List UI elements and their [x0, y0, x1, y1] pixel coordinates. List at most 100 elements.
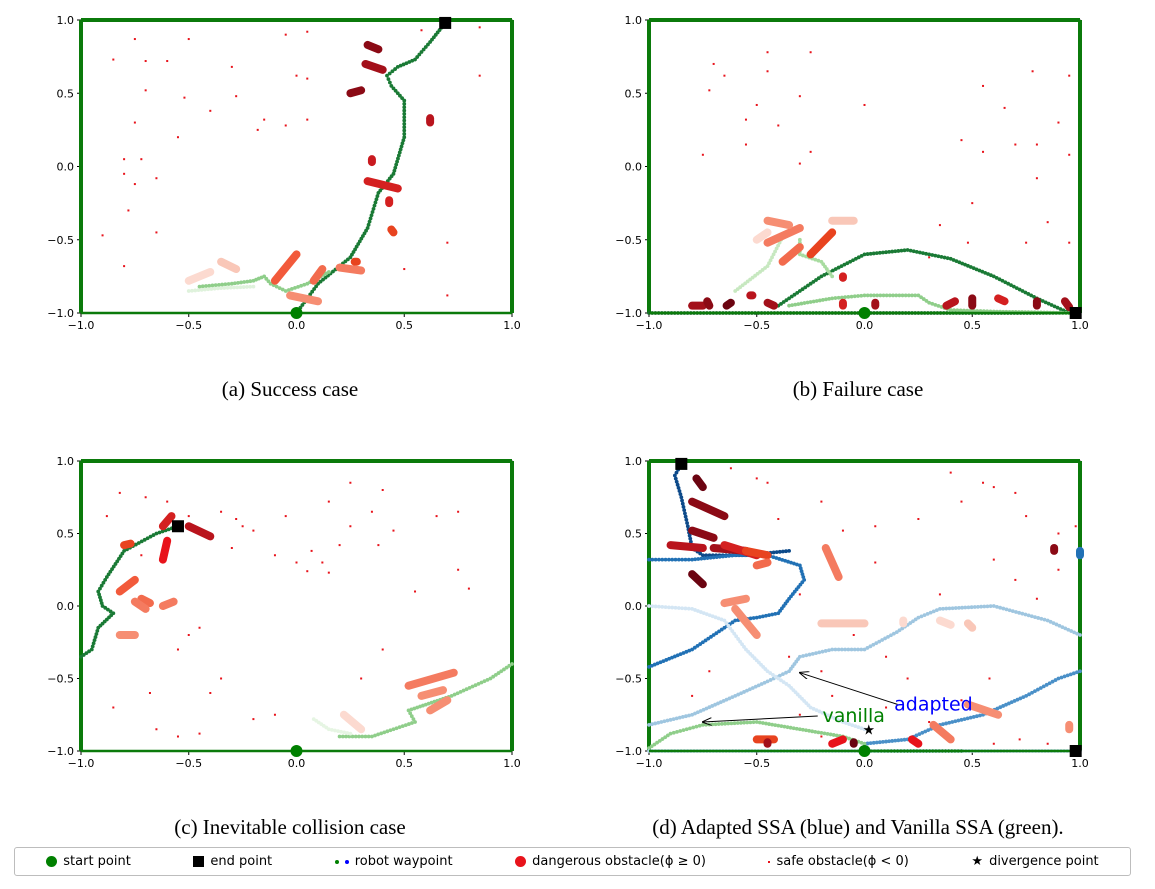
legend-label: divergence point [989, 854, 1099, 869]
robot-waypoint [991, 604, 996, 608]
robot-waypoint [853, 256, 858, 261]
x-tick-label: 1.0 [503, 319, 521, 332]
robot-waypoint [789, 560, 793, 565]
robot-waypoint [784, 549, 788, 554]
robot-waypoint [1000, 278, 1005, 283]
robot-waypoint [890, 249, 895, 254]
robot-waypoint [210, 283, 215, 288]
robot-waypoint [830, 296, 835, 301]
robot-waypoint [350, 734, 355, 739]
robot-waypoint [823, 649, 828, 653]
robot-waypoint [1078, 633, 1082, 637]
robot-waypoint [685, 524, 690, 529]
safe-obstacle [284, 33, 287, 36]
robot-waypoint [966, 263, 970, 268]
robot-waypoint [666, 557, 671, 562]
robot-waypoint [314, 284, 318, 289]
safe-obstacle [127, 209, 130, 212]
robot-waypoint [274, 284, 279, 289]
robot-waypoint [978, 713, 982, 718]
robot-waypoint [666, 605, 671, 610]
safe-obstacle [140, 554, 143, 557]
safe-obstacle [273, 554, 276, 557]
safe-obstacle [938, 224, 941, 227]
robot-waypoint [729, 721, 734, 726]
robot-waypoint [157, 530, 162, 535]
legend-label: start point [63, 854, 131, 869]
robot-waypoint [664, 658, 669, 662]
waypoint-blue-marker-icon [344, 859, 349, 864]
robot-waypoint [856, 294, 860, 298]
robot-waypoint [92, 638, 97, 643]
safe-obstacle [798, 713, 801, 716]
robot-waypoint [822, 273, 827, 277]
robot-waypoint [804, 728, 808, 733]
safe-obstacle-marker-icon [768, 860, 771, 863]
safe-obstacle [377, 544, 380, 547]
robot-waypoint [1033, 615, 1037, 619]
robot-waypoint [429, 700, 434, 705]
start-point-marker-icon [46, 856, 58, 867]
robot-waypoint [251, 284, 256, 289]
robot-waypoint [730, 620, 735, 625]
robot-waypoint [697, 723, 702, 728]
robot-waypoint [139, 539, 144, 544]
safe-obstacle [306, 30, 309, 33]
dangerous-obstacle [828, 735, 847, 748]
safe-obstacle [960, 139, 963, 142]
robot-waypoint [781, 549, 785, 554]
annotation-adapted: adapted [894, 693, 973, 715]
robot-waypoint [98, 586, 102, 591]
robot-waypoint [677, 715, 682, 720]
robot-waypoint [262, 274, 267, 279]
robot-waypoint [716, 722, 721, 726]
robot-waypoint [862, 293, 867, 298]
robot-waypoint [668, 731, 673, 736]
robot-waypoint [239, 280, 243, 285]
robot-waypoint [502, 667, 506, 672]
robot-waypoint [206, 287, 211, 292]
robot-waypoint [784, 682, 789, 686]
robot-waypoint [841, 720, 845, 724]
robot-waypoint [393, 165, 398, 170]
robot-waypoint [1012, 284, 1016, 289]
robot-waypoint [765, 679, 770, 684]
robot-waypoint [397, 150, 402, 155]
robot-waypoint [196, 288, 201, 293]
robot-waypoint [467, 685, 472, 690]
robot-waypoint [825, 732, 830, 736]
robot-waypoint [390, 69, 395, 74]
robot-waypoint [739, 720, 743, 725]
robot-waypoint [927, 252, 932, 257]
robot-waypoint [219, 286, 223, 290]
robot-waypoint [733, 553, 738, 558]
robot-waypoint [900, 293, 905, 298]
robot-waypoint [942, 255, 947, 260]
robot-waypoint [983, 270, 988, 275]
robot-waypoint [1020, 289, 1025, 293]
robot-waypoint [751, 720, 756, 725]
robot-waypoint [839, 264, 844, 269]
safe-obstacle [220, 677, 223, 680]
robot-waypoint [647, 665, 651, 669]
robot-waypoint [842, 262, 847, 267]
robot-waypoint [661, 659, 666, 663]
robot-waypoint [952, 308, 956, 313]
legend-end-point: end point [193, 854, 272, 869]
robot-waypoint [922, 613, 927, 618]
robot-waypoint [409, 707, 414, 712]
robot-waypoint [396, 153, 401, 158]
robot-waypoint [212, 286, 217, 291]
robot-waypoint [663, 557, 668, 562]
safe-obstacle [306, 118, 309, 121]
robot-waypoint [887, 293, 892, 298]
safe-obstacle [798, 162, 801, 165]
safe-obstacle [166, 500, 169, 503]
robot-waypoint [936, 254, 941, 259]
dangerous-obstacle [935, 616, 955, 629]
robot-waypoint [911, 619, 915, 624]
y-tick-label: −1.0 [47, 307, 74, 320]
robot-waypoint [698, 642, 703, 646]
robot-waypoint [371, 206, 376, 211]
robot-waypoint [811, 706, 816, 711]
